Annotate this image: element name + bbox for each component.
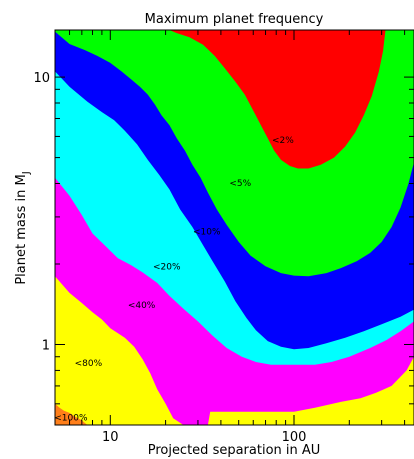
region-label: <100% — [54, 414, 88, 424]
region-label: <20% — [153, 262, 181, 272]
y-tick-label: 10 — [33, 71, 50, 86]
contour-regions — [55, 30, 414, 425]
x-tick-label: 10 — [102, 430, 119, 445]
x-tick-label: 100 — [282, 430, 307, 445]
region-label: <80% — [75, 359, 103, 369]
contour-region — [169, 30, 386, 169]
y-axis-title-main: Planet mass in M — [14, 174, 29, 284]
contour-region — [55, 403, 88, 425]
x-axis-title: Projected separation in AU — [148, 443, 321, 458]
region-labels: <100% <80% <40% <20% <10% <5% <2% — [54, 136, 294, 424]
y-axis-title-subscript: J — [21, 171, 32, 175]
region-label: <10% — [193, 228, 221, 238]
region-label: <5% — [229, 179, 251, 189]
axis-ticks: 10 100 1 10 — [33, 30, 414, 445]
region-label: <40% — [128, 301, 156, 311]
y-tick-label: 1 — [42, 339, 50, 354]
y-axis-title: Planet mass in MJ — [14, 171, 32, 284]
region-label: <2% — [272, 136, 294, 146]
chart-title: Maximum planet frequency — [145, 12, 324, 27]
plot-frame — [54, 29, 414, 426]
